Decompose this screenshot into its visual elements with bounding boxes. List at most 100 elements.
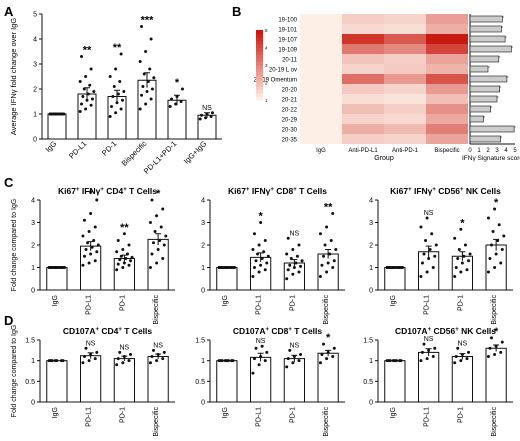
hbar [469,15,503,23]
panel-label-d: D [4,313,13,328]
color-scale-tick: 3 [265,63,268,68]
data-point [427,257,431,260]
data-point [168,105,172,108]
data-point [294,261,298,265]
color-scale-step [256,75,263,80]
y-tick-label: 0.5 [195,379,205,386]
category-label: IgG+IgG [182,139,209,166]
bar [317,253,339,291]
data-point [87,230,91,233]
heatmap-cell [384,134,426,144]
y-tick-label: 2 [31,243,35,250]
heatmap-cell [342,14,384,24]
hbar-x-tick-label: 1 [477,148,481,154]
y-tick-label: 0 [31,400,35,407]
data-point [180,87,184,91]
data-point [297,243,301,247]
y-tick-label: 1 [33,112,37,119]
data-point [467,259,471,263]
heatmap-cell [300,114,342,124]
data-point [424,239,428,242]
data-point [500,340,504,344]
heatmap-cell [426,64,468,74]
data-point [467,350,471,354]
heatmap-column-label: IgG [316,148,326,154]
data-point [486,270,490,274]
data-point [463,243,467,247]
hbar-x-tick-label: 5 [513,148,517,154]
data-point [431,355,435,359]
color-scale-step [256,58,263,62]
data-point [49,266,53,269]
heatmap-cell [426,94,468,104]
data-point [288,263,292,267]
data-point [125,252,129,256]
y-tick-label: 0 [369,288,373,295]
color-scale-step [256,93,263,97]
heatmap-cell [300,104,342,114]
data-point [328,252,332,256]
heatmap-cell [342,104,384,114]
color-scale-step [256,96,263,101]
y-tick-label: 2 [33,87,37,94]
heatmap-cell [426,134,468,144]
significance-label: * [494,197,499,209]
hbar [469,95,498,103]
data-point [265,261,269,265]
data-point [114,67,118,71]
category-label: IgG [52,407,59,418]
y-axis-label: Fold change compared to IgG [11,325,18,418]
data-point [326,350,330,354]
data-point [54,112,58,116]
data-point [115,101,119,105]
data-point [286,236,290,240]
data-point [434,243,438,247]
y-tick-label: 4 [201,198,205,205]
significance-label: ** [83,45,92,57]
heatmap-cell [342,34,384,44]
data-point [146,80,150,83]
chart-title: CD107A+ CD4+ T Cells [63,326,153,336]
category-label: PD-L1 [86,407,93,427]
significance-label: * [175,77,180,89]
data-point [427,348,431,352]
data-point [116,357,120,361]
data-point [87,359,91,363]
heatmap-cell [342,134,384,144]
y-tick-label: 0 [33,137,37,144]
y-tick-label: 1 [369,265,373,272]
data-point [155,261,159,265]
data-point [459,227,463,231]
data-point [488,346,492,350]
data-point [300,259,304,263]
data-point [257,363,261,367]
data-point [289,257,293,260]
y-tick-label: 1.5 [195,338,205,345]
heatmap-cell [426,74,468,84]
data-point [465,268,469,272]
significance-label: * [326,332,331,344]
color-scale-step [256,86,263,90]
data-point [96,243,100,247]
data-point [292,266,296,269]
category-label: PD-L1 [424,407,431,427]
heatmap-cell [384,14,426,24]
color-scale-tick: 5 [265,28,268,33]
data-point [462,254,466,258]
color-scale-step [256,79,263,83]
hbar-x-tick-label: 2 [486,148,490,154]
data-point [82,87,86,91]
heatmap-cell [384,84,426,94]
data-point [425,216,429,220]
data-point [161,207,165,211]
y-tick-label: 0 [201,400,205,407]
data-point [331,212,335,215]
heatmap-cell [426,14,468,24]
data-point [62,112,66,116]
data-point [162,350,166,354]
heatmap-cell [426,44,468,54]
data-point [497,223,501,227]
data-point [95,198,99,202]
hbar [469,25,502,33]
data-point [431,266,435,269]
